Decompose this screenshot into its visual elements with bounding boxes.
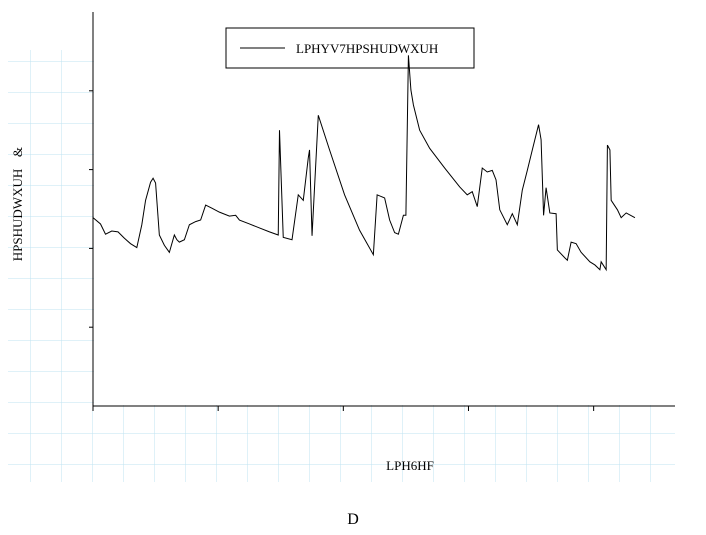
data-line bbox=[92, 55, 636, 272]
y-axis-label-mark: & bbox=[10, 147, 25, 157]
x-axis-label: LPH6HF bbox=[386, 458, 434, 473]
legend-label: LPHYV7HPSHUDWXUH bbox=[296, 41, 438, 56]
caption: D bbox=[347, 511, 359, 528]
y-axis-label: HPSHUDWXUH bbox=[10, 169, 25, 261]
